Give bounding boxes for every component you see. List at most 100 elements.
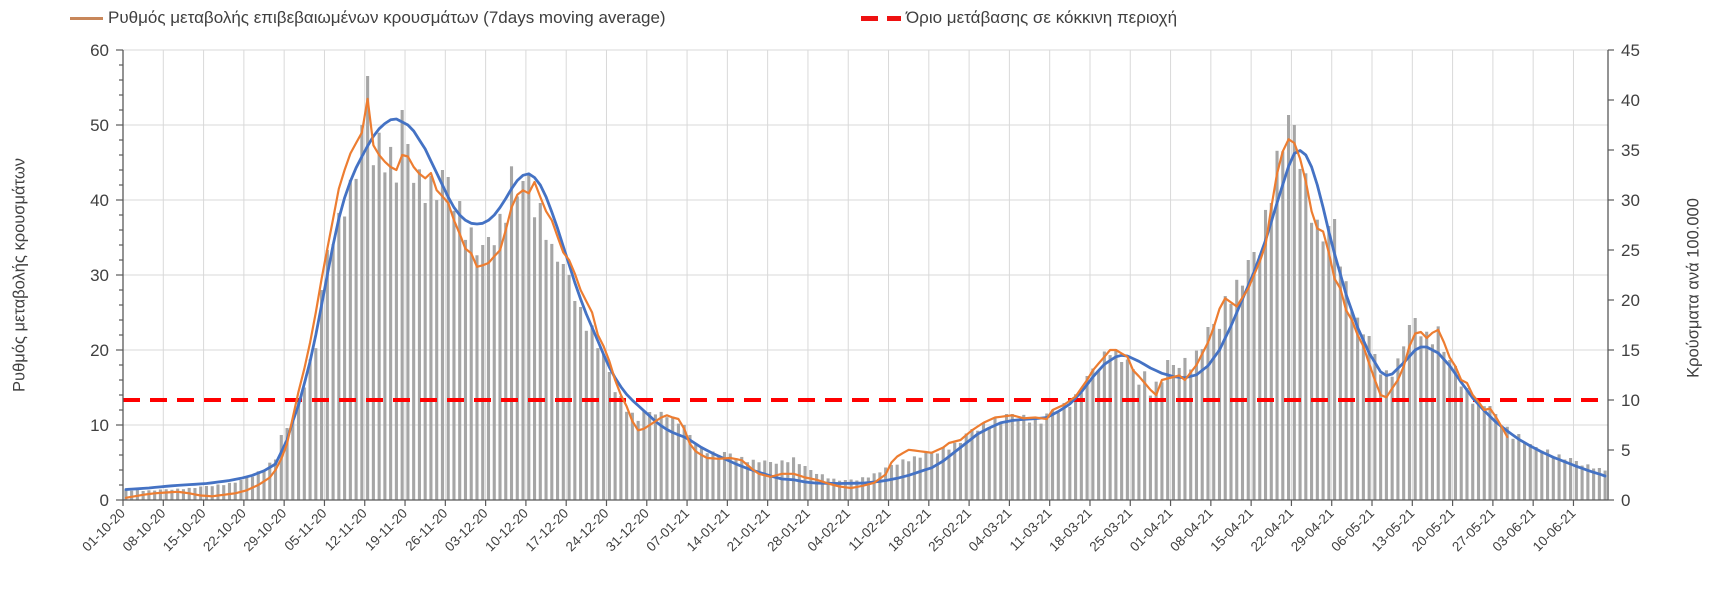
daily-cases-bar [866,477,870,500]
daily-cases-bar [1344,281,1348,500]
daily-cases-bar [1125,359,1129,500]
daily-cases-bar [1546,449,1550,500]
daily-cases-bar [262,470,266,500]
daily-cases-bar [1246,260,1250,500]
daily-cases-bar [1102,351,1106,500]
daily-cases-bar [504,222,508,501]
daily-cases-bar [1183,357,1187,500]
daily-cases-bar [181,489,185,500]
x-tick-label: 15-04-21 [1207,506,1256,555]
daily-cases-bar [1292,125,1296,500]
daily-cases-bar [1534,447,1538,500]
daily-cases-bar [1258,255,1262,500]
daily-cases-bar [1407,325,1411,500]
daily-cases-bar [1436,326,1440,500]
daily-cases-bar [1356,317,1360,500]
daily-cases-bar [970,429,974,500]
daily-cases-bar [1338,266,1342,500]
red-dashed-swatch-icon [861,15,901,21]
daily-cases-bar [964,433,968,500]
daily-cases-bar [1396,358,1400,500]
daily-cases-bar [1045,413,1049,500]
y-left-tick-label: 60 [90,41,109,60]
daily-cases-bar [1131,369,1135,500]
daily-cases-bar [469,227,473,500]
daily-cases-bar [625,411,629,500]
daily-cases-bar [1528,444,1532,500]
x-tick-label: 08-04-21 [1167,506,1216,555]
daily-cases-bar [688,435,692,500]
x-tick-label: 19-11-20 [362,506,410,554]
daily-cases-bar [481,245,485,500]
daily-cases-bar [1079,392,1083,500]
daily-cases-bar [901,459,905,500]
daily-cases-bar [1056,412,1060,500]
daily-cases-bar [320,290,324,500]
daily-cases-bar [1373,354,1377,500]
x-tick-label: 05-11-20 [281,506,329,554]
daily-cases-bar [1390,376,1394,500]
daily-cases-bar [642,411,646,500]
daily-cases-bar [878,472,882,500]
y-right-tick-label: 25 [1621,241,1640,260]
daily-cases-bar [1419,336,1423,500]
daily-cases-bar [1200,349,1204,500]
daily-cases-bar [745,462,750,500]
y-right-tick-label: 40 [1621,91,1640,110]
daily-cases-bar [1212,324,1216,500]
daily-cases-bar [394,182,398,500]
daily-cases-bar [1557,454,1561,500]
daily-cases-bar [1027,422,1032,500]
x-tick-label: 10-06-21 [1530,506,1579,555]
daily-cases-bar [728,453,732,500]
daily-cases-bar [1511,438,1515,500]
daily-cases-bar [815,473,819,500]
daily-cases-bar [1315,219,1319,501]
daily-cases-bar [705,453,709,500]
daily-cases-bar [475,255,479,500]
x-tick-label: 29-10-20 [240,506,289,555]
daily-cases-bar [164,489,168,500]
y-right-tick-label: 5 [1621,441,1630,460]
daily-cases-bar [1114,349,1118,500]
daily-cases-bar [889,465,893,500]
daily-cases-bar [993,418,997,500]
daily-cases-bar [1039,423,1043,500]
daily-cases-bar [1033,418,1037,500]
daily-cases-bar [1194,350,1199,500]
legend-item-red-threshold: Όριο μετάβασης σε κόκκινη περιοχή [861,8,1177,28]
daily-cases-bar [176,488,180,500]
daily-cases-bar [331,244,335,500]
daily-cases-bar [348,179,352,500]
daily-cases-bar [1367,336,1371,500]
daily-cases-bar [613,392,617,500]
daily-cases-bar [648,412,652,500]
daily-cases-bar [1206,327,1210,500]
daily-cases-bar [1494,414,1498,500]
daily-cases-bar [1240,285,1245,500]
x-tick-label: 21-01-21 [724,506,773,555]
daily-cases-bar [371,165,375,500]
y-left-tick-label: 10 [90,416,109,435]
daily-cases-bar [423,203,427,500]
daily-cases-bar [740,456,744,500]
daily-cases-bar [314,348,318,500]
daily-cases-bar [1597,467,1601,500]
daily-cases-bar [774,463,778,500]
daily-cases-bar [1252,252,1256,500]
daily-cases-bar [1154,381,1158,500]
daily-cases-bar [838,480,842,500]
daily-cases-bar [297,401,301,500]
daily-cases-bar [1281,151,1285,500]
y-right-tick-label: 0 [1621,491,1630,510]
daily-cases-bar [757,462,761,500]
daily-cases-bar [1459,386,1463,500]
daily-cases-bar [941,447,945,500]
daily-cases-bar [619,396,623,500]
x-tick-label: 15-10-20 [160,506,209,555]
x-tick-label: 25-02-21 [925,506,974,555]
daily-cases-bar [832,478,836,500]
daily-cases-bar [849,479,853,500]
daily-cases-bar [130,490,134,500]
